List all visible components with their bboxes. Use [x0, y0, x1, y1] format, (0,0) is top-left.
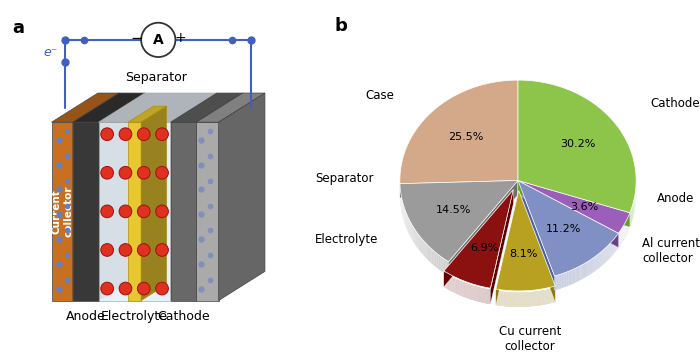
Polygon shape — [218, 93, 265, 301]
Text: Case: Case — [365, 89, 394, 102]
Polygon shape — [400, 80, 518, 184]
Text: a: a — [12, 19, 24, 37]
Text: 8.1%: 8.1% — [509, 249, 538, 260]
Text: Cu current
collector: Cu current collector — [498, 325, 561, 353]
Polygon shape — [73, 93, 119, 301]
Text: Separator: Separator — [125, 71, 187, 84]
Polygon shape — [99, 93, 145, 301]
Circle shape — [119, 128, 132, 140]
Text: 6.9%: 6.9% — [470, 243, 498, 253]
Polygon shape — [518, 180, 630, 227]
Text: b: b — [335, 17, 348, 35]
Text: 3.6%: 3.6% — [570, 202, 598, 212]
Text: Cathode: Cathode — [650, 97, 700, 110]
Polygon shape — [52, 93, 119, 122]
Polygon shape — [444, 190, 513, 288]
Polygon shape — [496, 191, 555, 291]
Circle shape — [137, 205, 150, 218]
Polygon shape — [491, 190, 513, 304]
Polygon shape — [73, 93, 145, 122]
Circle shape — [101, 244, 113, 256]
Circle shape — [155, 205, 169, 218]
Text: Cathode: Cathode — [158, 310, 210, 323]
Polygon shape — [519, 191, 555, 302]
Polygon shape — [444, 190, 513, 287]
Circle shape — [101, 205, 113, 218]
Polygon shape — [518, 180, 619, 247]
Circle shape — [119, 166, 132, 179]
Text: e⁻: e⁻ — [43, 46, 58, 59]
Circle shape — [101, 166, 113, 179]
Circle shape — [137, 282, 150, 295]
Circle shape — [155, 166, 169, 179]
Polygon shape — [518, 180, 630, 227]
Text: −: − — [130, 31, 143, 46]
Polygon shape — [400, 180, 518, 262]
Text: Li⁺: Li⁺ — [167, 208, 184, 221]
Polygon shape — [128, 106, 167, 122]
Text: Al current
collector: Al current collector — [642, 238, 700, 265]
Text: 30.2%: 30.2% — [560, 139, 595, 149]
Circle shape — [137, 128, 150, 140]
Text: Separator: Separator — [316, 171, 374, 184]
Polygon shape — [141, 106, 167, 301]
Polygon shape — [52, 122, 73, 301]
Text: A: A — [153, 33, 164, 47]
Circle shape — [137, 244, 150, 256]
Circle shape — [119, 244, 132, 256]
Polygon shape — [196, 122, 218, 301]
Polygon shape — [99, 122, 171, 301]
Polygon shape — [171, 93, 243, 122]
Circle shape — [141, 23, 176, 57]
Circle shape — [155, 244, 169, 256]
Circle shape — [119, 205, 132, 218]
Circle shape — [137, 166, 150, 179]
Polygon shape — [496, 191, 519, 305]
Text: Current
collector: Current collector — [222, 180, 244, 225]
Circle shape — [101, 282, 113, 295]
Circle shape — [155, 128, 169, 140]
Circle shape — [119, 282, 132, 295]
Text: 11.2%: 11.2% — [545, 225, 581, 234]
Text: Anode: Anode — [66, 310, 106, 323]
Polygon shape — [518, 180, 619, 247]
Text: 25.5%: 25.5% — [448, 132, 483, 142]
Polygon shape — [518, 180, 619, 276]
Polygon shape — [400, 180, 518, 198]
Polygon shape — [518, 180, 554, 290]
Circle shape — [101, 128, 113, 140]
Text: 14.5%: 14.5% — [435, 205, 471, 215]
Polygon shape — [73, 122, 99, 301]
Polygon shape — [196, 93, 243, 301]
Circle shape — [155, 282, 169, 295]
Polygon shape — [99, 93, 217, 122]
Text: Anode: Anode — [657, 192, 695, 205]
Polygon shape — [171, 122, 196, 301]
Text: Electrolyte: Electrolyte — [101, 310, 168, 323]
Polygon shape — [518, 80, 636, 213]
Text: Electrolyte: Electrolyte — [315, 233, 379, 246]
Polygon shape — [400, 180, 518, 198]
Text: +: + — [174, 31, 186, 45]
Polygon shape — [449, 180, 518, 276]
Polygon shape — [518, 180, 630, 233]
Polygon shape — [128, 122, 141, 301]
Polygon shape — [196, 93, 265, 122]
Polygon shape — [171, 93, 217, 301]
Text: Current
collector: Current collector — [51, 186, 73, 237]
